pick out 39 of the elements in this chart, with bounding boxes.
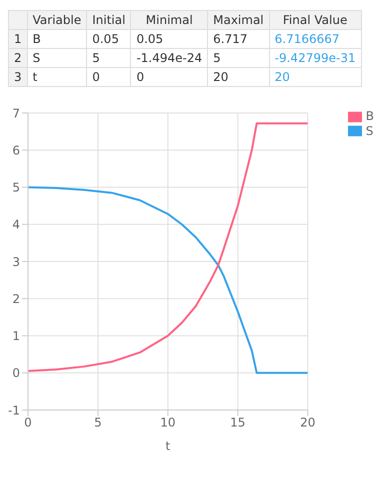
line-series (28, 186, 308, 374)
x-axis-title: t (166, 439, 171, 453)
category-label: Variable (27, 10, 87, 30)
text: 0.05 (92, 32, 119, 46)
legend-label: S (366, 124, 374, 138)
x-tick-label: 20 (300, 416, 316, 430)
y-tick-label: 6 (12, 143, 20, 158)
text: 20 (274, 70, 290, 84)
line-series (28, 122, 308, 372)
y-tick-label: 4 (12, 218, 20, 232)
y-tick-label: 7 (12, 106, 20, 120)
y-tick-label: 5 (12, 180, 20, 195)
y-tick-label: -1 (8, 403, 20, 418)
text: -1.494e-24 (136, 51, 202, 65)
text: t (32, 70, 38, 84)
text: -9.42799e-31 (274, 51, 356, 65)
text: B (32, 32, 41, 46)
text: 20 (213, 70, 228, 84)
category-label: Maximal (208, 10, 270, 30)
category-label: Minimal (130, 10, 208, 30)
text: 6.717 (213, 32, 248, 46)
x-tick-label: 5 (94, 416, 102, 430)
text: 0.05 (136, 32, 164, 46)
y-tick-label: 3 (12, 254, 20, 269)
category-label: Final Value (269, 10, 362, 30)
text: 0 (136, 70, 144, 84)
category-label: Initial (86, 10, 131, 30)
x-tick-label: 0 (24, 416, 32, 430)
x-tick-label: 10 (160, 416, 176, 430)
text: S (32, 51, 40, 65)
legend-label: B (366, 109, 374, 123)
text: 6.7166667 (274, 32, 340, 46)
text: 5 (92, 51, 100, 65)
x-tick-label: 15 (230, 416, 246, 430)
text: 5 (213, 51, 221, 65)
y-tick-label: 1 (12, 329, 20, 344)
y-tick-label: 2 (12, 292, 20, 306)
y-tick-label: 0 (12, 366, 20, 380)
text: 0 (92, 70, 100, 84)
